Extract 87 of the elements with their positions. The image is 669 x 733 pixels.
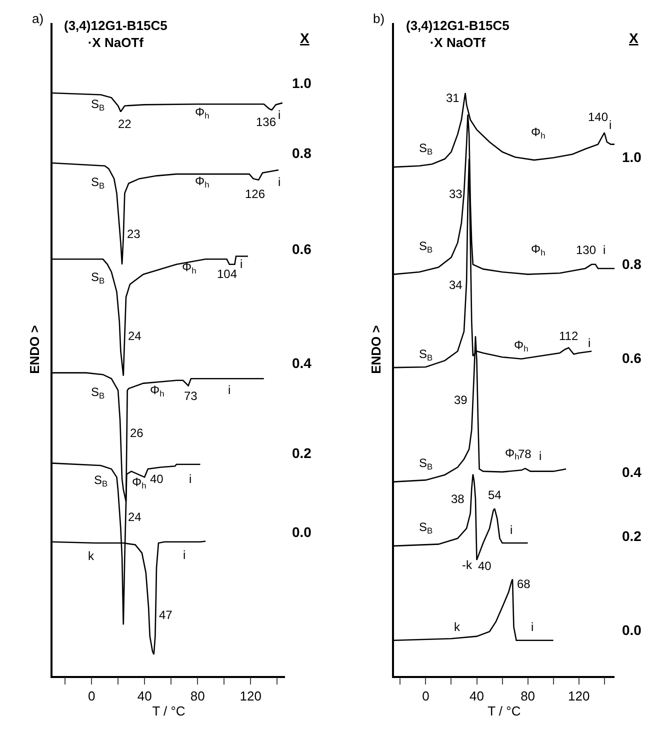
annotation: 136 bbox=[256, 115, 276, 129]
text: 0.2 bbox=[622, 528, 642, 544]
annotation: S$_{B}$ bbox=[91, 385, 106, 401]
x-tick-label: 0 bbox=[422, 688, 430, 704]
annotation: S$_{B}$ bbox=[419, 347, 434, 363]
annotation: i bbox=[609, 118, 612, 132]
series-label: 1.0 bbox=[292, 75, 312, 91]
annotation: 26 bbox=[130, 426, 144, 440]
annotation: i bbox=[588, 336, 591, 350]
annotation: S$_{B}$ bbox=[419, 141, 434, 157]
annotation: 126 bbox=[245, 187, 266, 201]
annotation: i bbox=[189, 472, 192, 486]
x-axis-title: T / °C bbox=[488, 703, 521, 718]
chart-title: (3,4)12G1-B15C5 ·X NaOTf bbox=[406, 18, 510, 50]
annotation: Φ$_{h}$ bbox=[132, 475, 147, 491]
annotation: 78 bbox=[518, 447, 532, 461]
text: 0.0 bbox=[622, 622, 642, 638]
annotation: i bbox=[228, 383, 231, 397]
annotation: 130 bbox=[576, 243, 596, 257]
annotation: Φ$_{h}$ bbox=[531, 242, 546, 258]
series-label: 0.8 bbox=[622, 256, 642, 272]
annotation: Φ$_{h}$ bbox=[531, 125, 546, 141]
text: 0.6 bbox=[622, 350, 642, 366]
annotation: 24 bbox=[128, 329, 142, 343]
annotation: 22 bbox=[118, 117, 132, 131]
x-tick-label: 80 bbox=[190, 688, 205, 704]
legend-title: X bbox=[300, 30, 310, 46]
y-axis-title: ENDO > bbox=[27, 324, 42, 374]
x-tick-label: 120 bbox=[240, 688, 262, 704]
annotation: S$_{B}$ bbox=[419, 239, 434, 255]
annotation: Φ$_{h}$ bbox=[195, 174, 210, 190]
annotation: i bbox=[183, 548, 186, 562]
annotation: i bbox=[531, 620, 534, 634]
annotation: 39 bbox=[454, 393, 468, 407]
text: 0.4 bbox=[292, 355, 312, 371]
annotation: Φ$_{h}$ bbox=[505, 446, 520, 462]
annotation: 104 bbox=[217, 267, 238, 281]
series-label: 0.8 bbox=[292, 145, 312, 161]
annotation: Φ$_{h}$ bbox=[182, 260, 197, 276]
annotation: S$_{B}$ bbox=[91, 97, 106, 113]
annotation: k bbox=[454, 620, 461, 634]
text: b) bbox=[373, 11, 385, 26]
series-label: 1.0 bbox=[622, 149, 642, 165]
annotation: 24 bbox=[128, 510, 142, 524]
annotation: 40 bbox=[478, 559, 492, 573]
x-tick-label: 0 bbox=[88, 688, 96, 704]
annotation: i bbox=[539, 449, 542, 463]
annotation: i bbox=[278, 175, 281, 189]
annotation: 112 bbox=[559, 329, 578, 343]
annotation: 54 bbox=[488, 488, 502, 502]
y-axis-title: ENDO > bbox=[368, 324, 384, 374]
text: 0.4 bbox=[622, 464, 642, 480]
x-tick-label: 120 bbox=[568, 688, 590, 704]
annotation: 47 bbox=[159, 608, 173, 622]
text: 0.6 bbox=[292, 241, 312, 257]
annotation: 40 bbox=[150, 472, 164, 486]
annotation: S$_{B}$ bbox=[94, 473, 108, 489]
annotation: 73 bbox=[184, 389, 198, 403]
annotation: k bbox=[88, 549, 95, 563]
annotation: -k bbox=[462, 558, 473, 572]
annotation: S$_{B}$ bbox=[91, 175, 106, 191]
x-tick-label: 80 bbox=[520, 688, 536, 704]
annotation: Φ$_{h}$ bbox=[195, 105, 210, 121]
x-axis-title: T / °C bbox=[152, 703, 186, 718]
annotation: 68 bbox=[517, 577, 531, 591]
annotation: Φ$_{h}$ bbox=[514, 338, 529, 354]
annotation: Φ$_{h}$ bbox=[150, 383, 165, 399]
annotation: 31 bbox=[446, 91, 460, 105]
text: 0.2 bbox=[292, 445, 312, 461]
annotation: i bbox=[510, 523, 513, 537]
annotation: 140 bbox=[588, 110, 608, 124]
annotation: 23 bbox=[127, 227, 141, 241]
annotation: S$_{B}$ bbox=[91, 270, 106, 286]
annotation: S$_{B}$ bbox=[419, 456, 434, 472]
annotation: 33 bbox=[449, 187, 463, 201]
text: 0.0 bbox=[292, 524, 312, 540]
x-tick-label: 40 bbox=[470, 688, 484, 704]
annotation: S$_{B}$ bbox=[419, 520, 434, 536]
text: a) bbox=[32, 11, 44, 26]
annotation: 34 bbox=[449, 278, 463, 292]
annotation: i bbox=[603, 243, 606, 257]
legend-title: X bbox=[629, 30, 639, 46]
annotation: i bbox=[240, 257, 243, 271]
x-tick-label: 40 bbox=[137, 688, 152, 704]
annotation: 38 bbox=[451, 492, 465, 506]
annotation: i bbox=[278, 108, 281, 122]
chart-title: (3,4)12G1-B15C5 ·X NaOTf bbox=[64, 18, 168, 50]
